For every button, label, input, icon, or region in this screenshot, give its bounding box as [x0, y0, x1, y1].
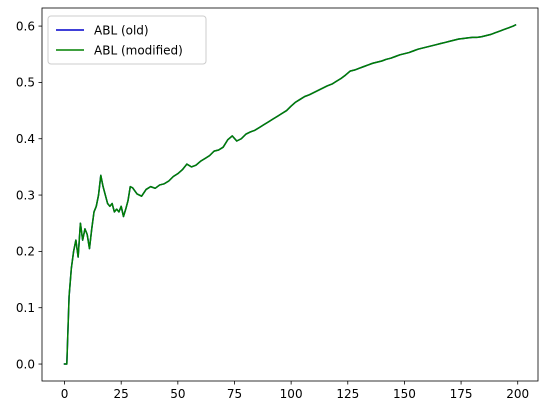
y-tick-label: 0.1 [16, 301, 35, 315]
y-tick-label: 0.6 [16, 19, 35, 33]
series-layer [63, 23, 517, 365]
x-tick-label: 75 [227, 387, 242, 401]
y-tick-label: 0.3 [16, 188, 35, 202]
legend-box [47, 15, 207, 65]
legend: ABL (old) ABL (modified) [47, 15, 207, 65]
legend-label-abl-old: ABL (old) [94, 23, 149, 37]
x-tick-label: 125 [336, 387, 359, 401]
legend-label-abl-modified: ABL (modified) [94, 43, 183, 57]
x-tick-label: 150 [393, 387, 416, 401]
x-tick-label: 100 [280, 387, 303, 401]
y-tick-label: 0.0 [16, 357, 35, 371]
x-tick-label: 25 [114, 387, 129, 401]
y-tick-label: 0.5 [16, 76, 35, 90]
axes-frame [41, 7, 539, 382]
x-tick-label: 200 [506, 387, 529, 401]
y-tick-label: 0.2 [16, 245, 35, 259]
series-line-abl-old [63, 23, 517, 365]
x-tick-label: 175 [450, 387, 473, 401]
x-tick-label: 50 [170, 387, 185, 401]
y-tick-label: 0.4 [16, 132, 35, 146]
x-tick-label: 0 [61, 387, 69, 401]
series-line-abl-modified [63, 23, 517, 365]
axes-layer: 0 25 50 75 100 125 150 175 200 0.0 0.1 0.2 0.3 0.4 0.5… [16, 7, 539, 401]
